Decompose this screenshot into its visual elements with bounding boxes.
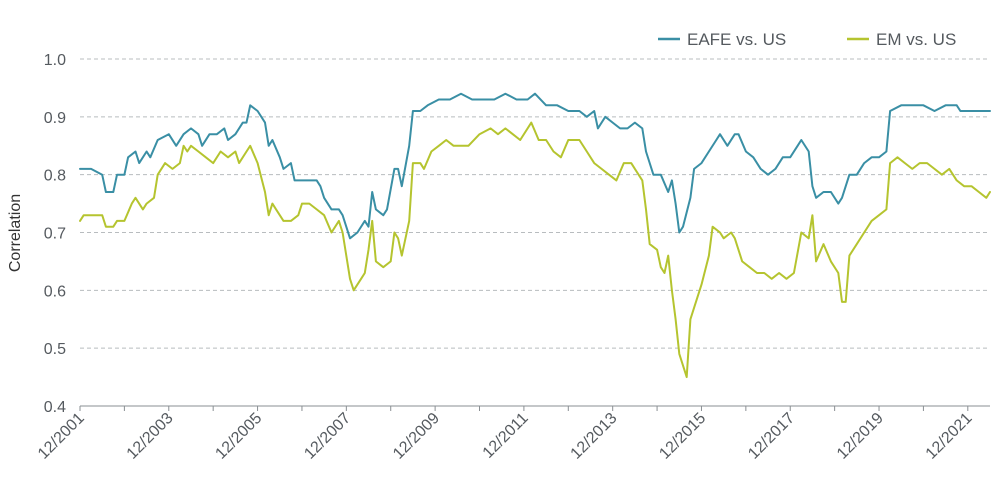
x-tick-label: 12/2017: [745, 410, 798, 463]
x-tick-label: 12/2019: [834, 410, 887, 463]
legend: EAFE vs. US EM vs. US: [658, 30, 956, 49]
x-tick-label: 12/2005: [212, 410, 265, 463]
series-line-eafe-vs-us: [79, 92, 991, 240]
x-axis: 12/2001 12/2003 12/2005 12/2007 12/2009 12/20…: [35, 405, 990, 463]
y-tick-label: 0.9: [44, 110, 66, 127]
x-tick-label: 12/2003: [124, 410, 177, 463]
x-tick-label: 12/2001: [35, 410, 88, 463]
legend-label: EAFE vs. US: [687, 30, 786, 49]
y-tick-label: 1.0: [44, 52, 66, 69]
x-tick-label: 12/2009: [390, 410, 443, 463]
series-line-em-vs-us: [79, 121, 991, 379]
y-tick-label: 0.8: [44, 168, 66, 185]
legend-label: EM vs. US: [876, 30, 956, 49]
x-tick-label: 12/2021: [923, 410, 976, 463]
grid-lines: [80, 58, 990, 349]
y-axis-title: Correlation: [7, 194, 24, 272]
series-lines: [79, 92, 991, 379]
y-tick-label: 0.6: [44, 283, 66, 300]
x-tick-label: 12/2007: [301, 410, 354, 463]
y-axis: 0.4 0.5 0.6 0.7 0.8 0.9 1.0: [44, 52, 66, 416]
y-tick-label: 0.5: [44, 341, 66, 358]
y-tick-label: 0.4: [44, 399, 66, 416]
x-tick-label: 12/2015: [656, 410, 709, 463]
x-tick-label: 12/2013: [568, 410, 621, 463]
x-tick-label: 12/2011: [480, 410, 532, 462]
y-tick-label: 0.7: [44, 226, 66, 243]
